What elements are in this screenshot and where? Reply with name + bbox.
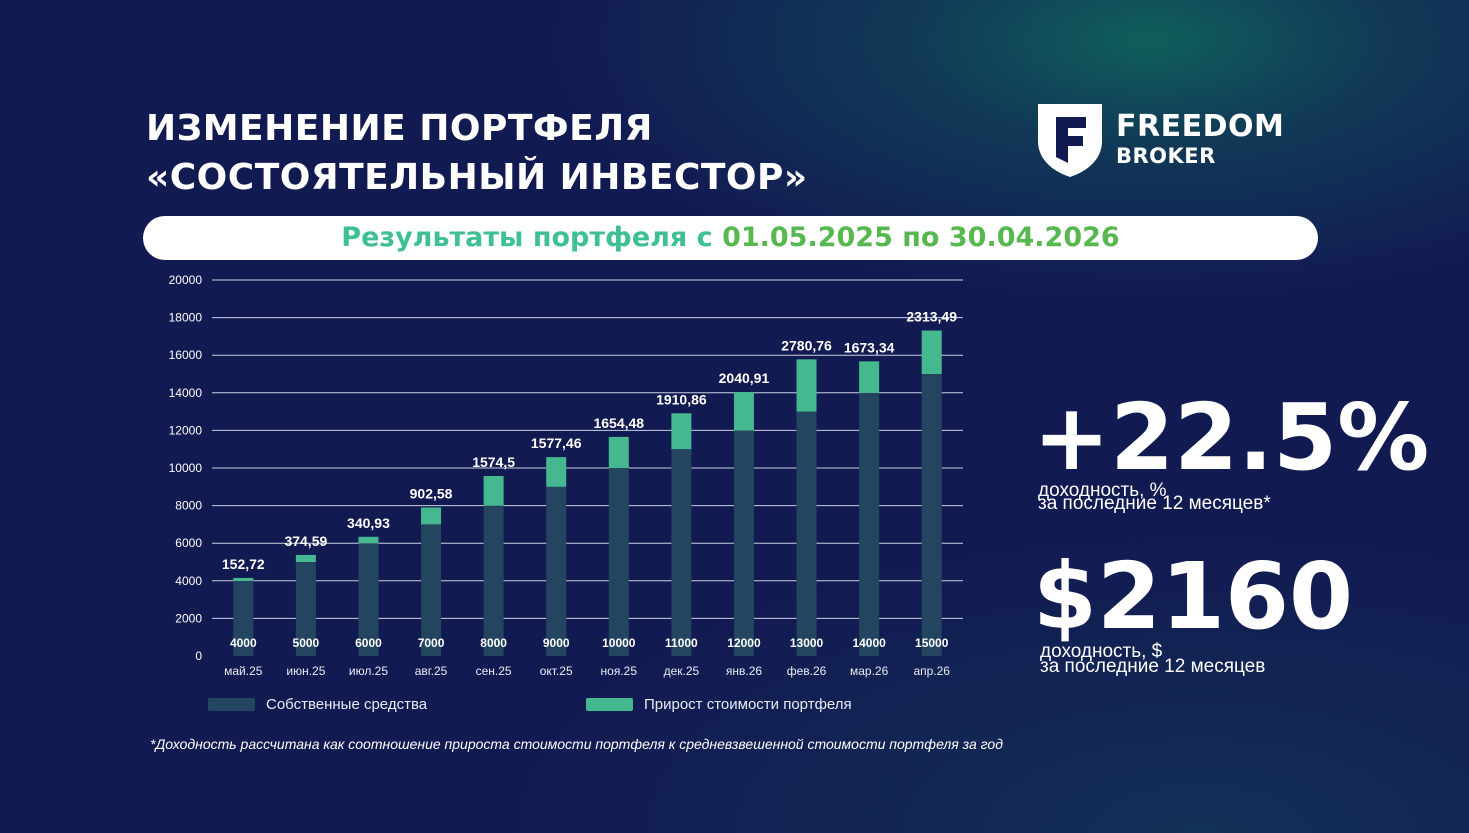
bar-growth: [733, 392, 754, 431]
stat-yield-percent-label-1: доходность, %: [1038, 480, 1167, 501]
x-tick-label: окт.25: [540, 664, 573, 678]
data-label-own-funds: 6000: [355, 636, 382, 650]
x-tick-label: мар.26: [850, 664, 889, 678]
stat-yield-dollar-value: $2160: [1033, 543, 1354, 650]
legend-label-own-funds: Собственные средства: [266, 696, 428, 713]
freedom-broker-logo: FREEDOM BROKER: [1036, 101, 1286, 181]
data-label-growth: 2313,49: [906, 309, 957, 325]
bar-own-funds: [358, 543, 379, 656]
x-tick-label: авг.25: [415, 664, 448, 678]
period-end-date: 30.04.2026: [948, 222, 1120, 253]
data-label-own-funds: 10000: [602, 636, 636, 650]
data-label-growth: 340,93: [347, 515, 390, 531]
x-tick-label: июн.25: [286, 664, 325, 678]
stat-yield-percent-value: +22.5%: [1033, 384, 1430, 491]
data-label-own-funds: 7000: [418, 636, 445, 650]
portfolio-bar-chart: 0 2000 4000 6000 8000 10000 12000 14000 16000 180…: [169, 273, 963, 678]
data-label-growth: 374,59: [284, 533, 327, 549]
y-tick-label: 14000: [169, 386, 203, 400]
x-tick-label: май.25: [224, 664, 263, 678]
y-tick-label: 0: [195, 649, 202, 663]
bar-growth: [546, 457, 567, 487]
title-line-2: «СОСТОЯТЕЛЬНЫЙ ИНВЕСТОР»: [146, 157, 808, 198]
brand-name-line-1: FREEDOM: [1116, 109, 1285, 144]
data-label-own-funds: 15000: [915, 636, 949, 650]
bar-own-funds: [546, 486, 567, 656]
legend-swatch-growth: [586, 698, 633, 711]
data-label-growth: 1910,86: [656, 391, 707, 407]
bar-growth: [921, 330, 942, 374]
bar-own-funds: [483, 505, 504, 656]
bar-own-funds: [733, 430, 754, 656]
data-label-own-funds: 13000: [790, 636, 824, 650]
bar-growth: [358, 536, 379, 544]
bar-own-funds: [921, 374, 942, 656]
data-label-growth: 902,58: [410, 485, 453, 501]
y-tick-label: 2000: [175, 611, 202, 625]
x-tick-label: янв.26: [726, 664, 763, 678]
data-label-growth: 1654,48: [593, 415, 644, 431]
y-tick-label: 18000: [169, 311, 203, 325]
period-middle-text: по: [892, 222, 949, 253]
legend-item-growth: Прирост стоимости портфеля: [586, 696, 852, 713]
x-tick-label: ноя.25: [601, 664, 638, 678]
title-line-1: ИЗМЕНЕНИЕ ПОРТФЕЛЯ: [146, 108, 653, 149]
stat-yield-percent: +22.5% доходность, % за последние 12 мес…: [1033, 384, 1430, 515]
data-label-own-funds: 8000: [480, 636, 507, 650]
bar-own-funds: [859, 392, 880, 656]
period-label: Результаты портфеля с: [341, 222, 723, 253]
bar-growth: [295, 554, 316, 562]
bar-growth: [483, 475, 504, 506]
y-tick-label: 16000: [169, 348, 203, 362]
bar-growth: [608, 436, 629, 468]
data-label-own-funds: 12000: [727, 636, 761, 650]
legend-swatch-own-funds: [208, 698, 255, 711]
bar-own-funds: [671, 449, 692, 656]
period-start-date: 01.05.2025: [722, 222, 893, 253]
y-tick-label: 12000: [169, 423, 203, 437]
data-label-growth: 2040,91: [719, 370, 770, 386]
bar-growth: [859, 361, 880, 393]
bar-own-funds: [608, 468, 629, 656]
data-label-own-funds: 9000: [543, 636, 570, 650]
data-label-growth: 152,72: [222, 556, 265, 572]
legend-item-own-funds: Собственные средства: [208, 696, 427, 713]
x-tick-label: апр.26: [913, 664, 950, 678]
stat-yield-dollar-label-2: за последние 12 месяцев: [1040, 656, 1266, 677]
stat-yield-dollar-label-1: доходность, $: [1040, 641, 1163, 662]
brand-name-line-2: BROKER: [1116, 144, 1216, 168]
data-label-own-funds: 5000: [293, 636, 320, 650]
bar-own-funds: [796, 411, 817, 656]
bar-own-funds: [421, 524, 442, 656]
x-tick-label: июл.25: [349, 664, 388, 678]
bar-growth: [421, 507, 442, 525]
stat-yield-percent-label-2: за последние 12 месяцев*: [1038, 493, 1271, 514]
period-banner: Результаты портфеля с 01.05.2025 по 30.0…: [143, 216, 1318, 260]
y-tick-label: 20000: [169, 273, 203, 287]
y-tick-label: 10000: [169, 461, 203, 475]
x-tick-label: дек.25: [664, 664, 700, 678]
x-tick-label: сен.25: [476, 664, 512, 678]
data-label-growth: 1673,34: [844, 339, 895, 355]
y-tick-label: 6000: [175, 536, 202, 550]
data-label-growth: 1574,5: [472, 454, 515, 470]
y-tick-label: 4000: [175, 574, 202, 588]
bar-growth: [671, 413, 692, 450]
y-tick-label: 8000: [175, 499, 202, 513]
x-tick-label: фев.26: [787, 664, 827, 678]
bar-own-funds: [295, 562, 316, 656]
page-title: ИЗМЕНЕНИЕ ПОРТФЕЛЯ «СОСТОЯТЕЛЬНЫЙ ИНВЕСТ…: [146, 104, 808, 202]
data-label-own-funds: 4000: [230, 636, 257, 650]
stat-yield-dollar: $2160 доходность, $ за последние 12 меся…: [1033, 543, 1354, 678]
bar-growth: [796, 359, 817, 412]
footnote: *Доходность рассчитана как соотношение п…: [150, 736, 1003, 752]
bar-growth: [233, 577, 254, 581]
data-label-own-funds: 14000: [852, 636, 886, 650]
bar-own-funds: [233, 580, 254, 656]
data-label-own-funds: 11000: [665, 636, 698, 650]
data-label-growth: 1577,46: [531, 435, 582, 451]
legend-label-growth: Прирост стоимости портфеля: [644, 696, 852, 713]
freedom-shield-f-icon: [1038, 104, 1102, 177]
data-label-growth: 2780,76: [781, 337, 832, 353]
